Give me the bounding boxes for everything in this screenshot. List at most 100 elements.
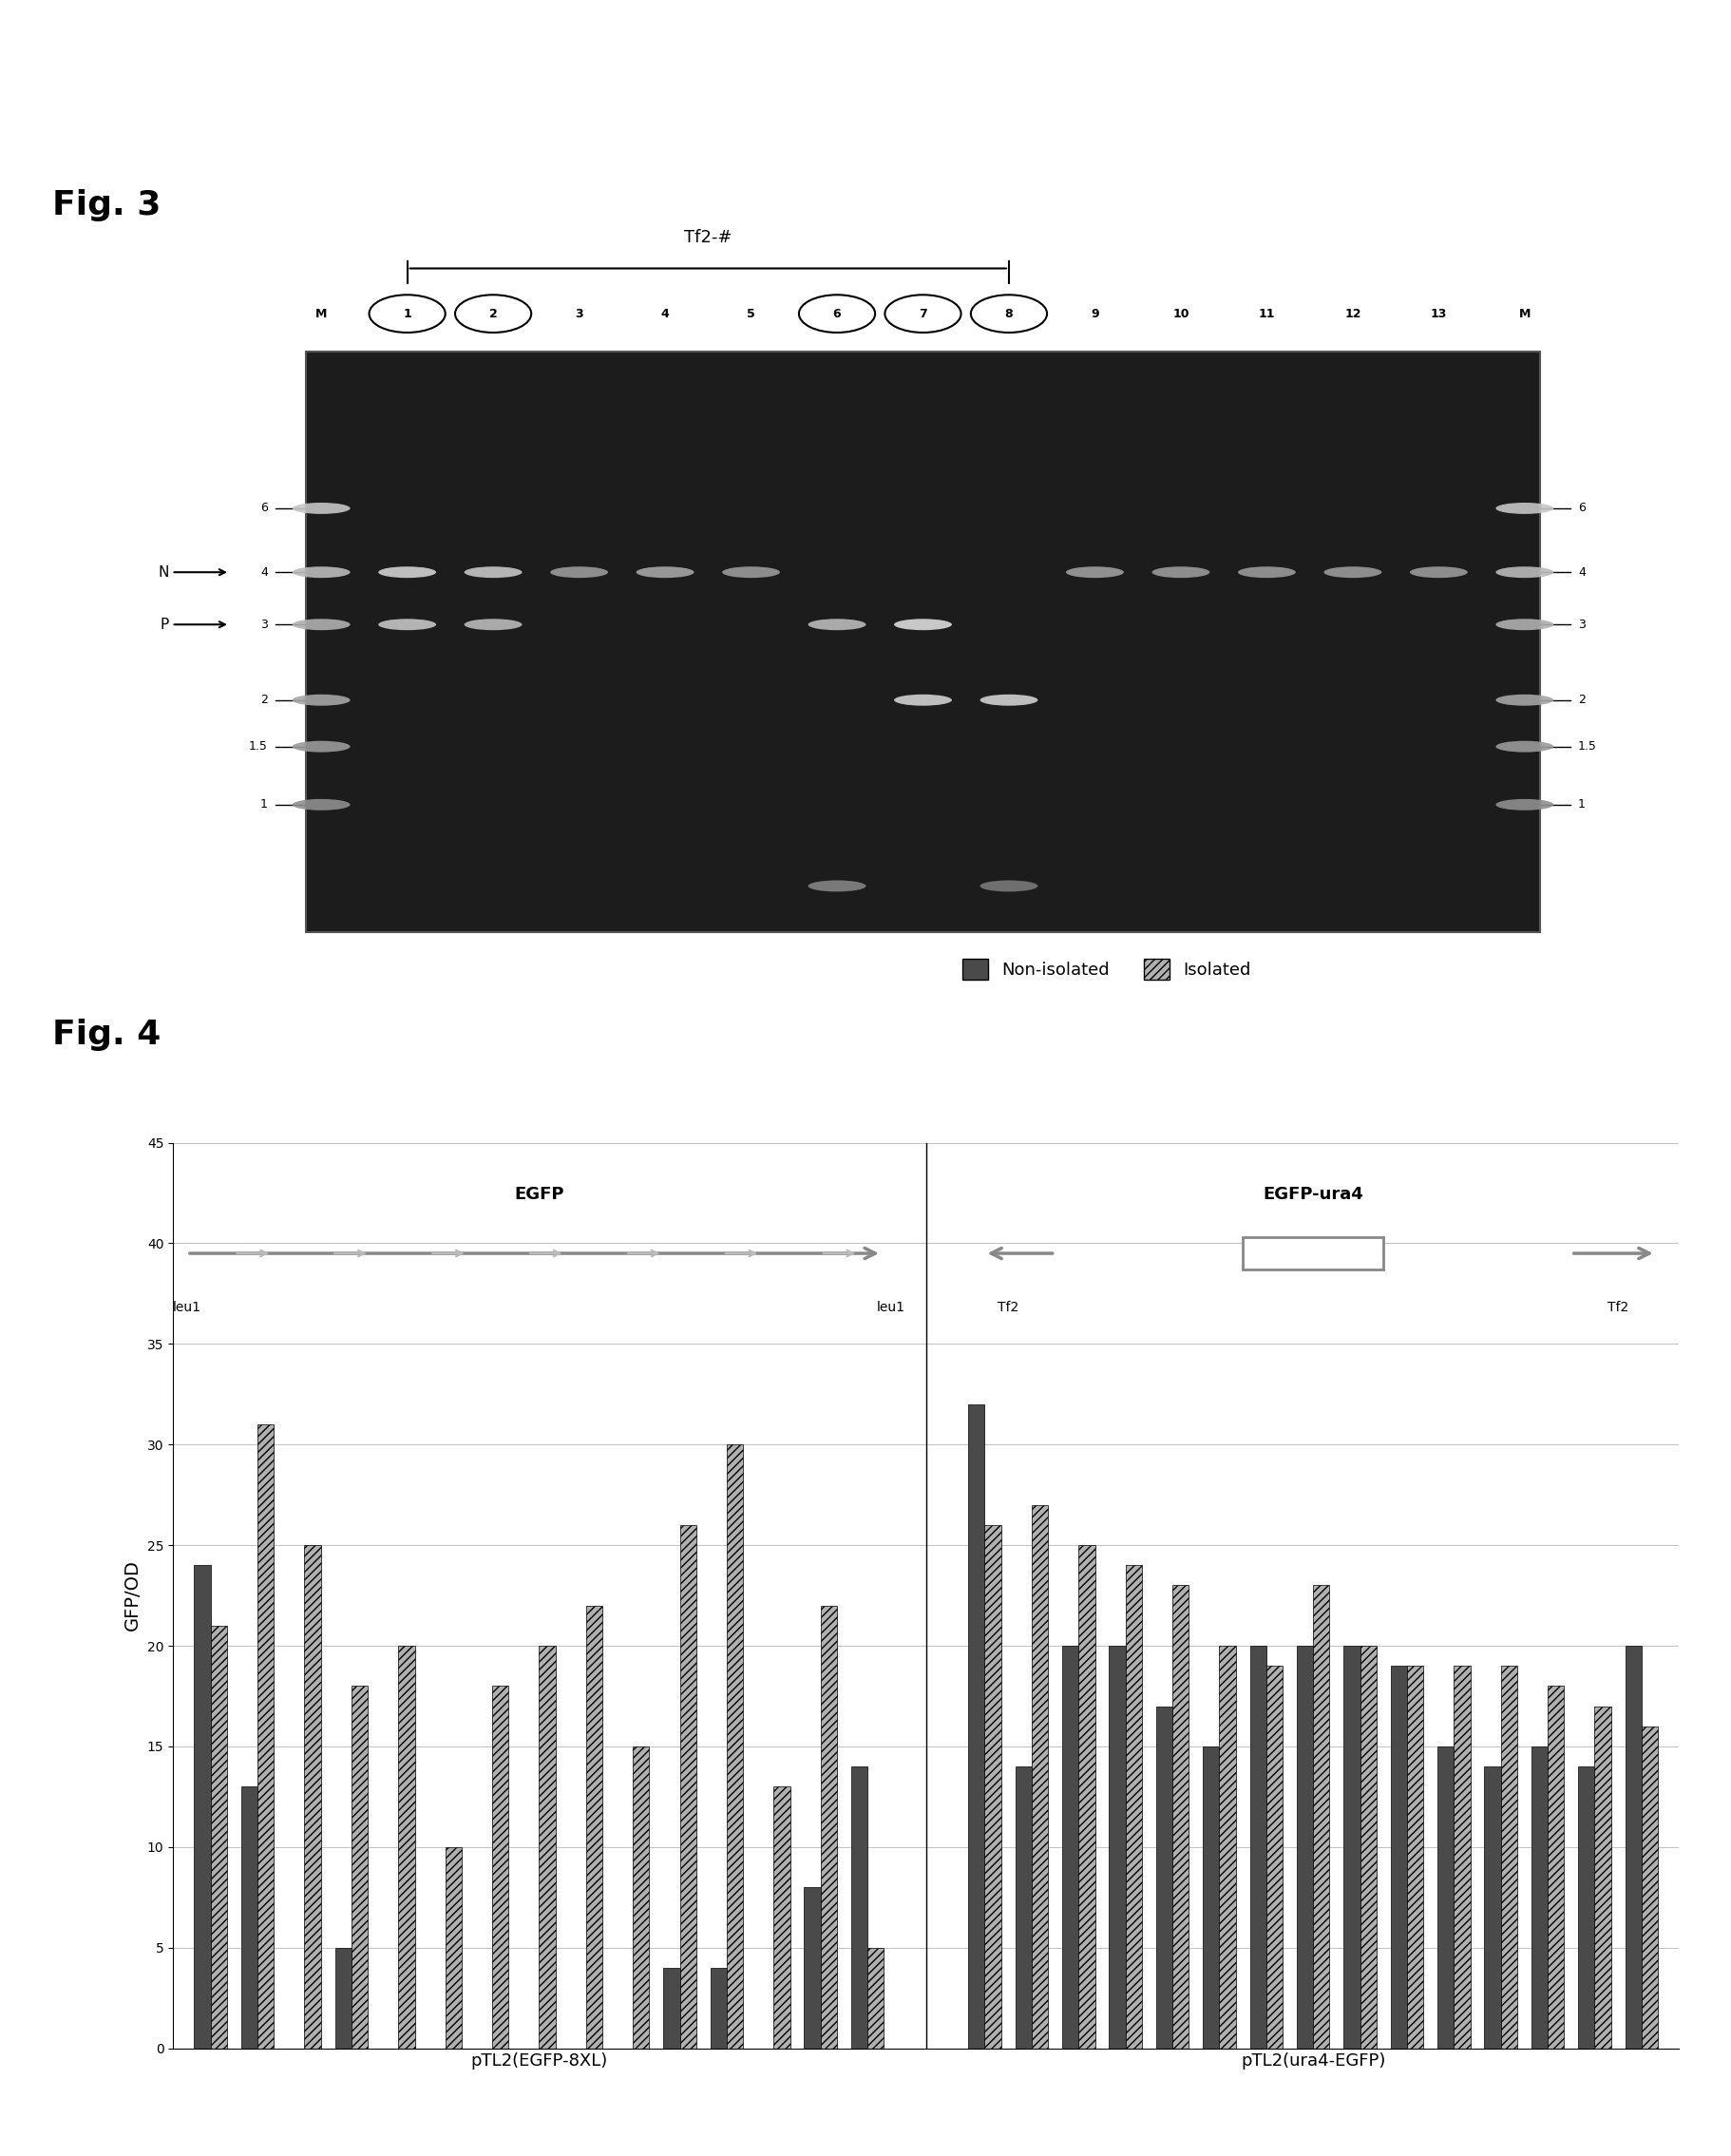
Ellipse shape xyxy=(722,567,781,578)
Text: 11: 11 xyxy=(1258,308,1276,319)
Bar xyxy=(867,1947,885,2048)
Bar xyxy=(538,1645,556,2048)
Text: 2: 2 xyxy=(1579,694,1586,707)
Text: leu1: leu1 xyxy=(876,1300,905,1313)
Text: 7: 7 xyxy=(919,308,928,319)
Bar xyxy=(1548,1686,1565,2048)
Bar xyxy=(241,1787,258,2048)
Ellipse shape xyxy=(1496,694,1554,705)
Ellipse shape xyxy=(293,742,350,752)
Ellipse shape xyxy=(1066,567,1123,578)
Text: 5: 5 xyxy=(746,308,755,319)
Bar xyxy=(1032,1505,1047,2048)
Text: 6: 6 xyxy=(260,502,268,515)
Bar xyxy=(774,1787,789,2048)
Bar xyxy=(1203,1746,1219,2048)
Bar xyxy=(492,1686,509,2048)
Text: P: P xyxy=(161,617,225,632)
Bar xyxy=(1265,1667,1283,2048)
Bar xyxy=(1219,1645,1236,2048)
Ellipse shape xyxy=(808,880,866,893)
Bar xyxy=(1594,1705,1612,2048)
Ellipse shape xyxy=(379,567,436,578)
Bar xyxy=(820,1606,838,2048)
Text: N: N xyxy=(158,565,225,580)
Ellipse shape xyxy=(1151,567,1210,578)
Text: 1.5: 1.5 xyxy=(1579,740,1598,752)
Ellipse shape xyxy=(893,694,952,705)
Text: 8: 8 xyxy=(1004,308,1013,319)
Bar xyxy=(1314,1585,1329,2048)
Ellipse shape xyxy=(1496,567,1554,578)
Bar xyxy=(351,1686,367,2048)
Bar xyxy=(1361,1645,1376,2048)
Ellipse shape xyxy=(1496,742,1554,752)
Text: 13: 13 xyxy=(1430,308,1447,319)
Text: 6: 6 xyxy=(833,308,841,319)
Bar xyxy=(1390,1667,1407,2048)
Bar xyxy=(305,1546,320,2048)
Ellipse shape xyxy=(293,567,350,578)
Text: 12: 12 xyxy=(1345,308,1361,319)
Text: 1.5: 1.5 xyxy=(249,740,268,752)
Text: M: M xyxy=(1518,308,1530,319)
Text: Fig. 4: Fig. 4 xyxy=(52,1020,161,1050)
Text: 3: 3 xyxy=(575,308,583,319)
Bar xyxy=(1172,1585,1189,2048)
Text: 6: 6 xyxy=(1579,502,1586,515)
Text: 10: 10 xyxy=(1172,308,1189,319)
Ellipse shape xyxy=(808,619,866,630)
Bar xyxy=(663,1968,680,2048)
Bar xyxy=(1641,1727,1658,2048)
Ellipse shape xyxy=(637,567,694,578)
Text: 1: 1 xyxy=(260,798,268,811)
Bar xyxy=(1110,1645,1125,2048)
Bar xyxy=(1454,1667,1470,2048)
Bar xyxy=(727,1445,743,2048)
Bar xyxy=(634,1746,649,2048)
Bar xyxy=(710,1968,727,2048)
Bar xyxy=(1014,1766,1032,2048)
Bar xyxy=(306,351,1541,931)
Ellipse shape xyxy=(893,619,952,630)
Bar xyxy=(1625,1645,1641,2048)
Bar xyxy=(1078,1546,1096,2048)
Text: 3: 3 xyxy=(1579,619,1586,632)
Ellipse shape xyxy=(293,502,350,513)
Bar xyxy=(985,1524,1001,2048)
Text: leu1: leu1 xyxy=(173,1300,201,1313)
Text: 9: 9 xyxy=(1091,308,1099,319)
Ellipse shape xyxy=(293,694,350,705)
Ellipse shape xyxy=(1409,567,1468,578)
Bar xyxy=(968,1404,985,2048)
Bar xyxy=(1485,1766,1501,2048)
Bar xyxy=(445,1848,462,2048)
Ellipse shape xyxy=(1496,502,1554,513)
Text: 2: 2 xyxy=(490,308,497,319)
Bar xyxy=(398,1645,415,2048)
Bar xyxy=(1501,1667,1516,2048)
Ellipse shape xyxy=(293,619,350,630)
Ellipse shape xyxy=(464,619,523,630)
Bar xyxy=(194,1565,211,2048)
Bar xyxy=(1343,1645,1361,2048)
Bar xyxy=(1156,1705,1172,2048)
Text: M: M xyxy=(315,308,327,319)
Bar xyxy=(1532,1746,1548,2048)
Text: 4: 4 xyxy=(260,567,268,578)
Text: Fig. 3: Fig. 3 xyxy=(52,190,161,220)
Text: 4: 4 xyxy=(661,308,670,319)
Bar xyxy=(1579,1766,1594,2048)
Bar xyxy=(680,1524,696,2048)
Text: Tf2: Tf2 xyxy=(1608,1300,1629,1313)
Text: EGFP-ura4: EGFP-ura4 xyxy=(1264,1186,1364,1203)
Text: EGFP: EGFP xyxy=(514,1186,564,1203)
Text: 1: 1 xyxy=(403,308,412,319)
Text: 1: 1 xyxy=(1579,798,1586,811)
Ellipse shape xyxy=(1324,567,1381,578)
Bar xyxy=(1407,1667,1423,2048)
Text: Tf2: Tf2 xyxy=(997,1300,1020,1313)
Bar xyxy=(805,1886,820,2048)
Legend: Non-isolated, Isolated: Non-isolated, Isolated xyxy=(956,953,1258,987)
Text: 4: 4 xyxy=(1579,567,1586,578)
